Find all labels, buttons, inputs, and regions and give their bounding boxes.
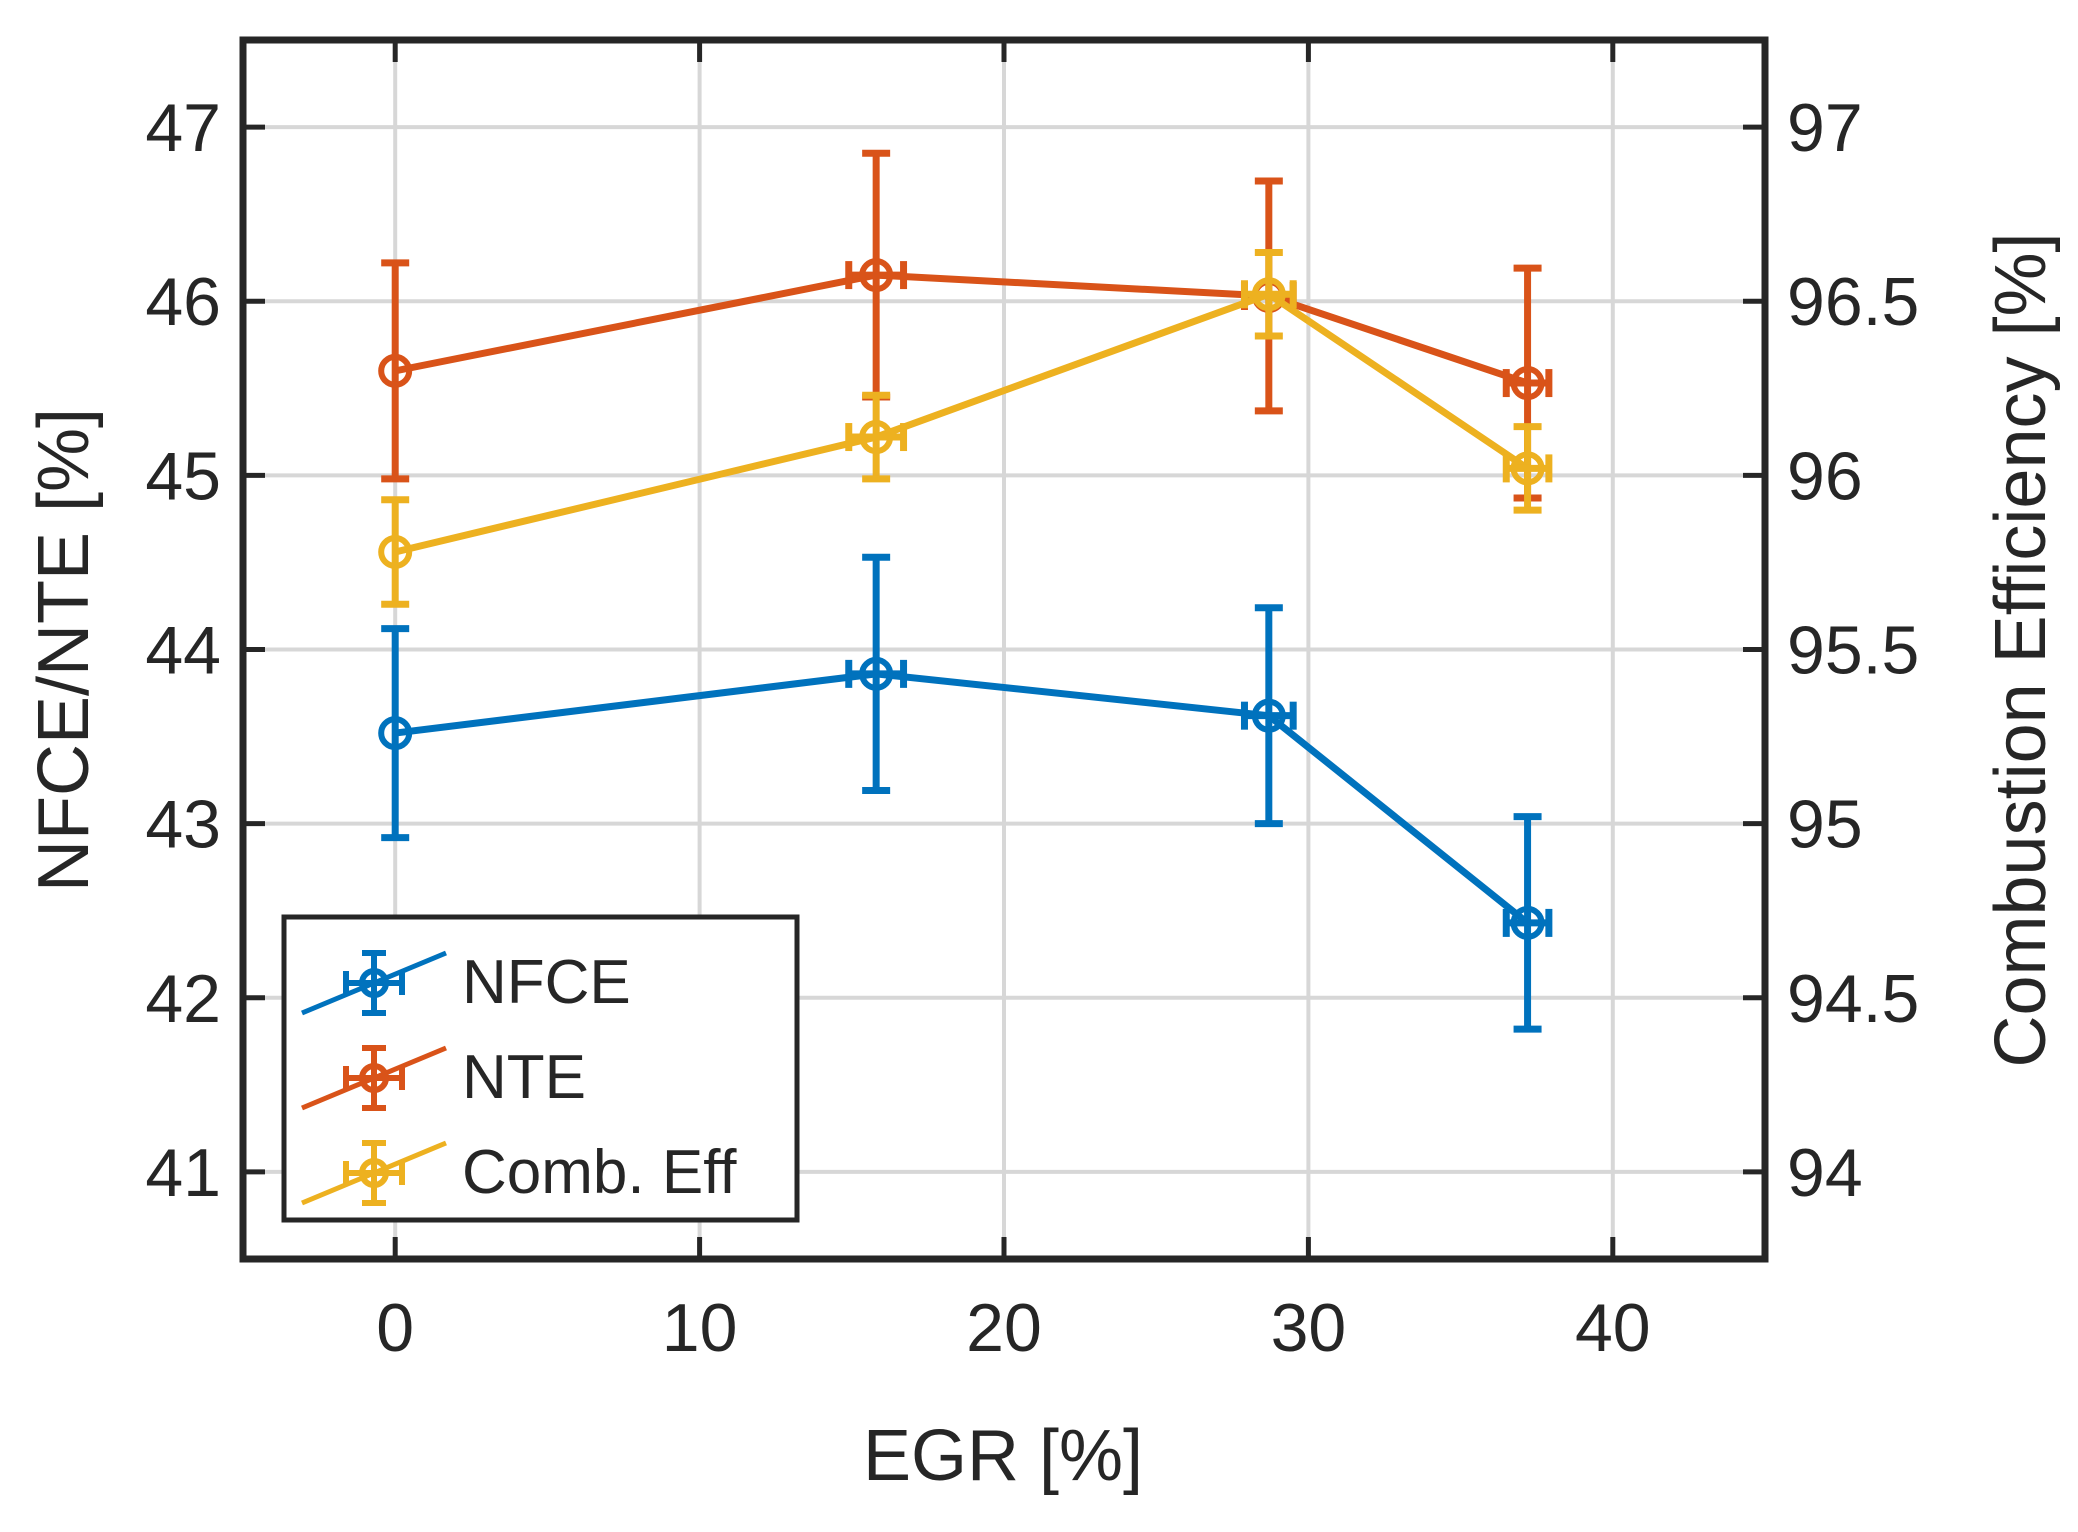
error-bar-comb-eff xyxy=(845,391,908,483)
plot-area-frame xyxy=(239,36,1769,1263)
error-bar-nfce xyxy=(1240,604,1297,828)
legend-entries xyxy=(301,950,447,1206)
y-left-tick-label: 41 xyxy=(145,1135,221,1211)
legend-symbol-nfce xyxy=(301,950,447,1016)
y-left-tick-label: 44 xyxy=(145,613,221,689)
x-tick-label: 0 xyxy=(376,1290,414,1366)
y-right-tick-label: 95 xyxy=(1787,787,1863,863)
error-bar-nfce xyxy=(381,625,410,842)
legend-symbol-comb-eff xyxy=(301,1140,447,1206)
x-axis-label: EGR [%] xyxy=(863,1416,1143,1496)
tick-labels: 0 10 20 30 40 41 42 43 44 45 46 47 94 94.5 95 95.5 96 96.… xyxy=(145,90,1919,1366)
y-right-tick-label: 94 xyxy=(1787,1135,1863,1211)
series-nfce xyxy=(378,553,1553,1033)
legend[interactable]: NFCE NTE Comb. Eff xyxy=(281,914,800,1223)
series-line-comb-eff xyxy=(394,290,1530,556)
y-axis-left-label: NFCE/NTE [%] xyxy=(24,408,104,892)
data-point-nte xyxy=(378,353,413,388)
y-right-tick-label: 96.5 xyxy=(1787,264,1919,340)
data-point-nfce xyxy=(859,656,894,691)
y-left-tick-label: 42 xyxy=(145,961,221,1037)
data-point-nte xyxy=(859,258,894,293)
error-bar-nte xyxy=(845,149,908,401)
data-point-nfce xyxy=(378,716,413,751)
y-left-tick-label: 45 xyxy=(145,438,221,514)
error-bar-nte xyxy=(381,259,410,483)
axis-ticks xyxy=(243,40,1765,1259)
series-comb-eff xyxy=(378,248,1553,608)
error-bar-comb-eff xyxy=(381,496,410,608)
data-point-nfce xyxy=(1510,905,1545,940)
series-line-nte xyxy=(394,271,1529,387)
x-tick-label: 20 xyxy=(966,1290,1042,1366)
series-layer xyxy=(378,149,1553,1033)
data-point-comb-eff xyxy=(859,420,894,455)
y-right-tick-label: 97 xyxy=(1787,90,1863,166)
legend-label-nte: NTE xyxy=(462,1043,586,1112)
y-right-tick-label: 94.5 xyxy=(1787,961,1919,1037)
y-left-tick-label: 46 xyxy=(145,264,221,340)
series-line-nfce xyxy=(394,670,1530,926)
legend-label-comb-eff: Comb. Eff xyxy=(462,1138,737,1207)
data-point-comb-eff xyxy=(1510,451,1545,486)
y-left-tick-label: 43 xyxy=(145,787,221,863)
x-tick-label: 10 xyxy=(662,1290,738,1366)
y-left-tick-label: 47 xyxy=(145,90,221,166)
y-right-tick-label: 95.5 xyxy=(1787,613,1919,689)
x-tick-label: 40 xyxy=(1575,1290,1651,1366)
error-bar-nfce xyxy=(845,553,908,795)
error-bar-comb-eff xyxy=(1240,248,1297,340)
legend-box xyxy=(281,914,800,1223)
y-axis-right-label: Combustion Efficiency [%] xyxy=(1981,232,2061,1067)
data-point-nfce xyxy=(1251,698,1286,733)
series-nte xyxy=(378,149,1553,502)
data-point-comb-eff xyxy=(1251,277,1286,312)
legend-label-nfce: NFCE xyxy=(462,948,631,1017)
data-point-comb-eff xyxy=(378,534,413,569)
legend-symbol-nte xyxy=(301,1045,447,1111)
x-tick-label: 30 xyxy=(1271,1290,1347,1366)
y-right-tick-label: 96 xyxy=(1787,438,1863,514)
data-point-nte xyxy=(1510,366,1545,401)
